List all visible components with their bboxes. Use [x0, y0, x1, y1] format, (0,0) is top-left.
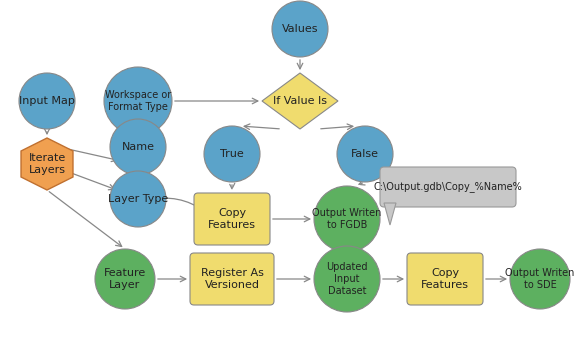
Text: Copy
Features: Copy Features: [421, 268, 469, 290]
Text: If Value Is: If Value Is: [273, 96, 327, 106]
Text: True: True: [220, 149, 244, 159]
Ellipse shape: [110, 171, 166, 227]
Polygon shape: [384, 203, 396, 225]
Text: Updated
Input
Dataset: Updated Input Dataset: [326, 262, 368, 296]
Ellipse shape: [337, 126, 393, 182]
Text: Values: Values: [282, 24, 318, 34]
Ellipse shape: [314, 186, 380, 252]
Ellipse shape: [110, 119, 166, 175]
Text: C:\Output.gdb\Copy_%Name%: C:\Output.gdb\Copy_%Name%: [373, 182, 522, 193]
Polygon shape: [21, 138, 73, 190]
FancyBboxPatch shape: [380, 167, 516, 207]
Ellipse shape: [204, 126, 260, 182]
Text: Copy
Features: Copy Features: [208, 208, 256, 230]
Text: Output Writen
to SDE: Output Writen to SDE: [505, 268, 575, 290]
Text: Iterate
Layers: Iterate Layers: [28, 153, 65, 175]
FancyBboxPatch shape: [190, 253, 274, 305]
FancyBboxPatch shape: [407, 253, 483, 305]
Polygon shape: [262, 73, 338, 129]
Ellipse shape: [510, 249, 570, 309]
Ellipse shape: [95, 249, 155, 309]
Text: Workspace or
Format Type: Workspace or Format Type: [105, 90, 171, 112]
Ellipse shape: [272, 1, 328, 57]
Text: Layer Type: Layer Type: [108, 194, 168, 204]
Text: False: False: [351, 149, 379, 159]
Ellipse shape: [19, 73, 75, 129]
Ellipse shape: [314, 246, 380, 312]
FancyBboxPatch shape: [194, 193, 270, 245]
Text: Feature
Layer: Feature Layer: [104, 268, 146, 290]
Ellipse shape: [104, 67, 172, 135]
Text: Name: Name: [122, 142, 155, 152]
Text: Input Map: Input Map: [19, 96, 75, 106]
Text: Register As
Versioned: Register As Versioned: [200, 268, 263, 290]
Text: Output Writen
to FGDB: Output Writen to FGDB: [312, 208, 382, 230]
